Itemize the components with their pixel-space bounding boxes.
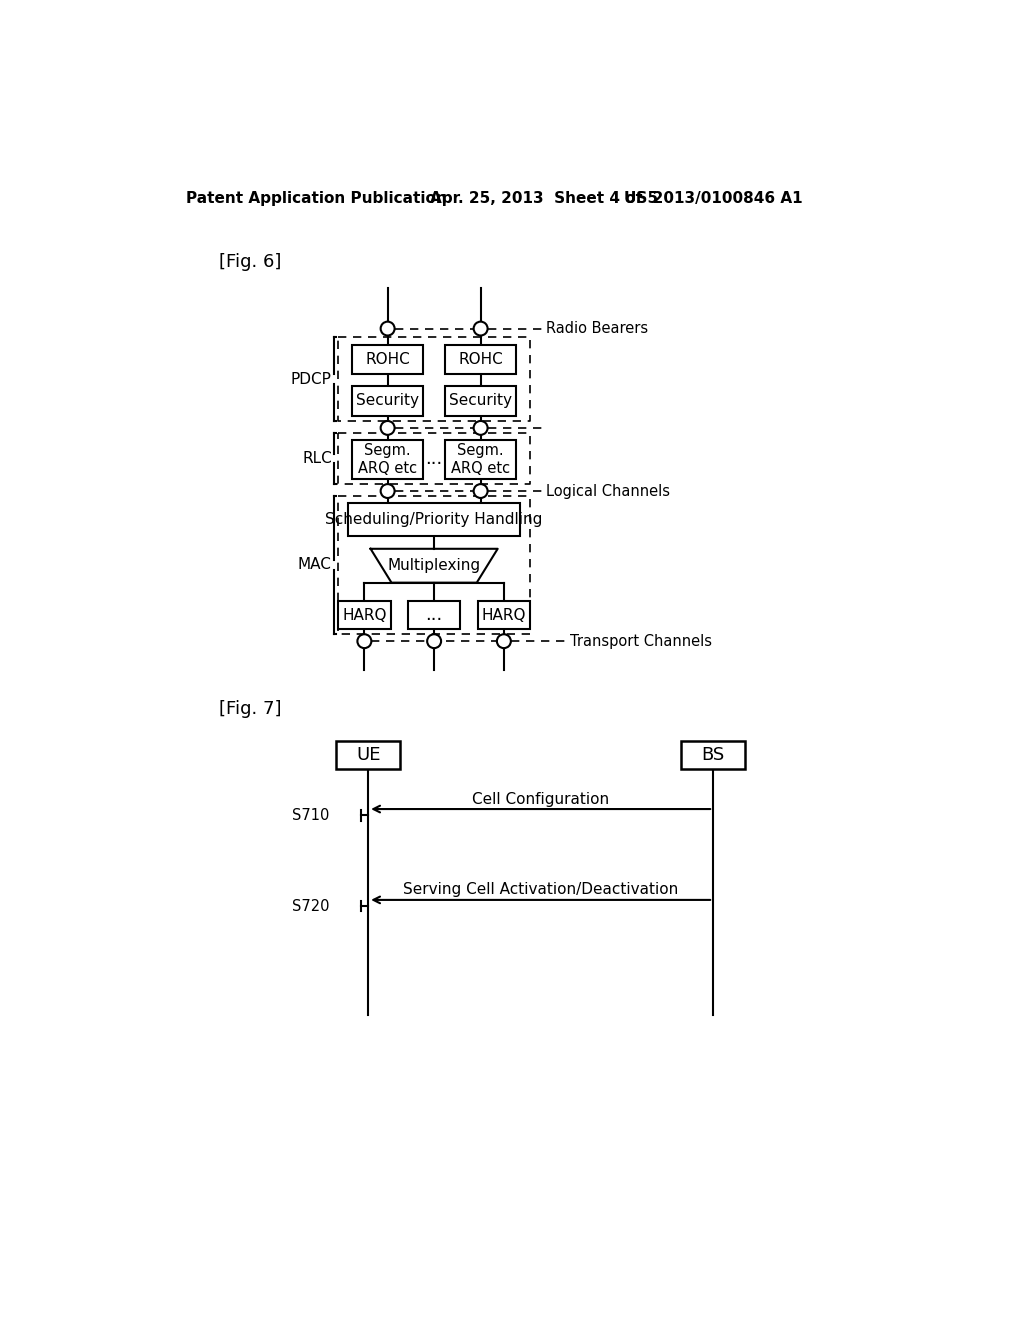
Circle shape: [381, 421, 394, 434]
Circle shape: [474, 322, 487, 335]
Text: MAC: MAC: [298, 557, 332, 573]
Bar: [408, 601, 461, 628]
Text: Apr. 25, 2013  Sheet 4 of 5: Apr. 25, 2013 Sheet 4 of 5: [430, 191, 658, 206]
Bar: [352, 441, 423, 479]
Text: [Fig. 6]: [Fig. 6]: [219, 253, 282, 272]
Circle shape: [474, 421, 487, 434]
Circle shape: [357, 635, 372, 648]
Bar: [445, 441, 516, 479]
Text: Segm.
ARQ etc: Segm. ARQ etc: [358, 444, 417, 475]
Text: S710: S710: [292, 808, 330, 822]
Bar: [348, 503, 520, 536]
Circle shape: [381, 322, 394, 335]
Bar: [681, 742, 744, 770]
Text: ROHC: ROHC: [459, 352, 503, 367]
Text: Patent Application Publication: Patent Application Publication: [186, 191, 446, 206]
Text: Multiplexing: Multiplexing: [387, 558, 480, 573]
Text: Scheduling/Priority Handling: Scheduling/Priority Handling: [326, 512, 543, 528]
Text: S720: S720: [292, 899, 330, 913]
Circle shape: [427, 635, 441, 648]
Text: [Fig. 7]: [Fig. 7]: [219, 700, 282, 718]
Text: HARQ: HARQ: [481, 607, 526, 623]
Bar: [352, 345, 423, 374]
Text: Serving Cell Activation/Deactivation: Serving Cell Activation/Deactivation: [403, 882, 678, 898]
Text: ...: ...: [426, 450, 442, 469]
Text: HARQ: HARQ: [342, 607, 387, 623]
Polygon shape: [371, 549, 498, 582]
Bar: [445, 387, 516, 416]
Text: BS: BS: [701, 746, 725, 764]
Bar: [445, 345, 516, 374]
Text: Logical Channels: Logical Channels: [547, 483, 671, 499]
Circle shape: [381, 484, 394, 498]
Circle shape: [497, 635, 511, 648]
Bar: [477, 601, 530, 628]
Bar: [337, 742, 400, 770]
Text: Transport Channels: Transport Channels: [569, 634, 712, 648]
Bar: [352, 387, 423, 416]
Text: US 2013/0100846 A1: US 2013/0100846 A1: [624, 191, 803, 206]
Text: ROHC: ROHC: [366, 352, 410, 367]
Text: UE: UE: [356, 746, 381, 764]
Text: PDCP: PDCP: [291, 371, 332, 387]
Text: Cell Configuration: Cell Configuration: [472, 792, 609, 807]
Text: Radio Bearers: Radio Bearers: [547, 321, 648, 337]
Text: Security: Security: [450, 393, 512, 408]
Text: Segm.
ARQ etc: Segm. ARQ etc: [451, 444, 510, 475]
Circle shape: [474, 484, 487, 498]
Bar: [338, 601, 391, 628]
Text: ...: ...: [426, 606, 442, 624]
Text: Security: Security: [356, 393, 419, 408]
Text: RLC: RLC: [302, 451, 332, 466]
